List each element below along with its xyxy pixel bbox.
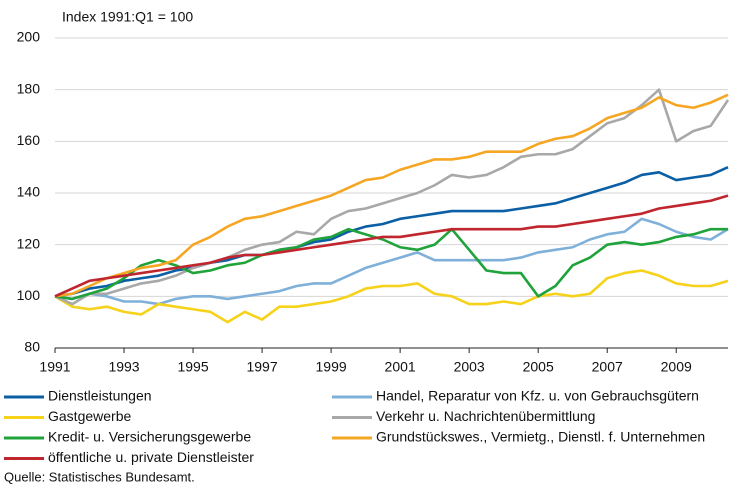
legend-label: Grundstückswes., Vermietg., Dienstl. f. … <box>376 429 705 445</box>
x-tick-label: 2003 <box>454 359 485 375</box>
y-tick-label: 140 <box>17 184 41 200</box>
x-tick-label: 1993 <box>108 359 139 375</box>
y-tick-label: 100 <box>17 287 41 303</box>
x-tick-label: 1995 <box>177 359 208 375</box>
y-tick-label: 120 <box>17 235 41 251</box>
series-line <box>54 88 730 306</box>
legend-label: öffentliche u. private Dienstleister <box>48 449 254 465</box>
series-line <box>54 269 729 324</box>
x-tick-label: 1991 <box>39 359 70 375</box>
series-line <box>54 194 729 298</box>
x-tick-label: 1999 <box>316 359 347 375</box>
source: Quelle: Statistisches Bundesamt. <box>4 469 195 484</box>
y-tick-label: 200 <box>17 29 41 45</box>
y-tick-label: 80 <box>24 339 40 355</box>
y-axis-label: Index 1991:Q1 = 100 <box>62 9 193 25</box>
x-tick-label: 2007 <box>592 359 623 375</box>
series-line <box>54 217 729 306</box>
x-tick-label: 1997 <box>246 359 277 375</box>
y-tick-label: 160 <box>17 132 41 148</box>
legend-label: Verkehr u. Nachrichtenübermittlung <box>376 408 595 424</box>
x-tick-label: 2001 <box>385 359 416 375</box>
y-tick-label: 180 <box>17 80 41 96</box>
series-line <box>54 227 728 301</box>
x-tick-label: 2009 <box>661 359 692 375</box>
series-line <box>54 165 729 298</box>
x-tick-label: 2005 <box>523 359 554 375</box>
legend-label: Gastgewerbe <box>48 408 131 424</box>
legend-label: Handel, Reparatur von Kfz. u. von Gebrau… <box>376 388 699 404</box>
series-line <box>54 93 729 298</box>
legend-label: Kredit- u. Versicherungsgewerbe <box>48 429 251 445</box>
legend-label: Dienstleistungen <box>48 388 152 404</box>
